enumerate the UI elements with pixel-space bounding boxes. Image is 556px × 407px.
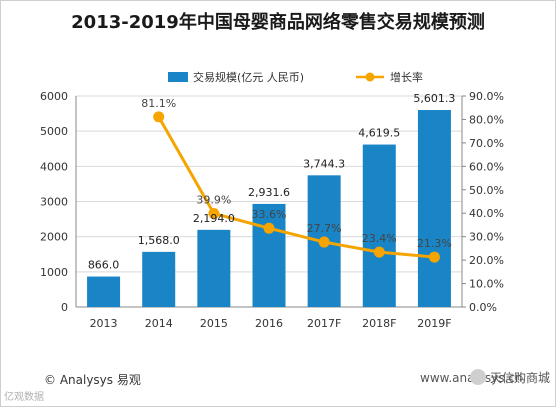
- bar-data-label: 2,194.0: [193, 212, 235, 225]
- bar: [252, 203, 286, 307]
- line-data-label: 21.3%: [417, 237, 452, 250]
- y-right-tick-label: 10.0%: [469, 278, 504, 291]
- y-right-tick-label: 20.0%: [469, 254, 504, 267]
- y-left-tick-label: 6000: [40, 90, 68, 103]
- x-tick-label: 2014: [145, 317, 173, 330]
- y-right-tick-label: 90.0%: [469, 90, 504, 103]
- line-data-label: 81.1%: [141, 97, 176, 110]
- watermark-text: 亿观数据: [4, 392, 44, 403]
- line-data-label: 27.7%: [307, 222, 342, 235]
- x-tick-label: 2018F: [362, 317, 396, 330]
- y-right-tick-label: 40.0%: [469, 207, 504, 220]
- y-right-tick-label: 60.0%: [469, 160, 504, 173]
- growth-point: [208, 207, 220, 219]
- legend-label-bar: 交易规模(亿元 人民币): [193, 70, 304, 84]
- line-data-label: 33.6%: [252, 208, 287, 221]
- y-right-tick-label: 0.0%: [469, 301, 497, 314]
- line-data-label: 39.9%: [196, 193, 231, 206]
- x-tick-label: 2015: [200, 317, 228, 330]
- bar-data-label: 2,931.6: [248, 186, 290, 199]
- bar-data-label: 1,568.0: [138, 234, 180, 247]
- x-tick-label: 2019F: [417, 317, 451, 330]
- growth-point: [153, 111, 165, 123]
- bar: [417, 110, 451, 307]
- bar-data-label: 3,744.3: [303, 157, 345, 170]
- y-right-tick-label: 70.0%: [469, 137, 504, 150]
- x-tick-label: 2013: [90, 317, 118, 330]
- bar: [362, 144, 396, 307]
- growth-point: [373, 246, 385, 258]
- growth-point: [318, 236, 330, 248]
- y-left-tick-label: 3000: [40, 196, 68, 209]
- bar: [87, 276, 121, 307]
- bar: [197, 229, 231, 307]
- y-left-tick-label: 4000: [40, 160, 68, 173]
- chart-title: 2013-2019年中国母婴商品网络零售交易规模预测: [71, 12, 485, 33]
- y-left-tick-label: 0: [61, 301, 68, 314]
- wechat-badge: 天信购商城: [460, 366, 550, 388]
- line-data-label: 23.4%: [362, 232, 397, 245]
- legend-marker-line: [365, 72, 375, 82]
- y-right-tick-label: 30.0%: [469, 231, 504, 244]
- y-right-tick-label: 80.0%: [469, 113, 504, 126]
- bar-data-label: 4,619.5: [358, 127, 400, 140]
- legend-swatch-bar: [168, 72, 188, 82]
- bar: [142, 251, 176, 307]
- badge-text: 天信购商城: [489, 370, 550, 385]
- bar-data-label: 866.0: [88, 259, 120, 272]
- legend-label-line: 增长率: [390, 70, 423, 84]
- x-tick-label: 2016: [255, 317, 283, 330]
- growth-line: [157, 116, 435, 259]
- x-tick-label: 2017F: [307, 317, 341, 330]
- y-left-tick-label: 1000: [40, 266, 68, 279]
- y-right-tick-label: 50.0%: [469, 184, 504, 197]
- source-credit: © Analysys 易观: [44, 373, 141, 387]
- growth-point: [428, 251, 440, 263]
- bar-data-label: 5,601.3: [413, 92, 455, 105]
- growth-point: [263, 222, 275, 234]
- wechat-icon: [469, 369, 486, 385]
- y-left-tick-label: 5000: [40, 125, 68, 138]
- y-left-tick-label: 2000: [40, 231, 68, 244]
